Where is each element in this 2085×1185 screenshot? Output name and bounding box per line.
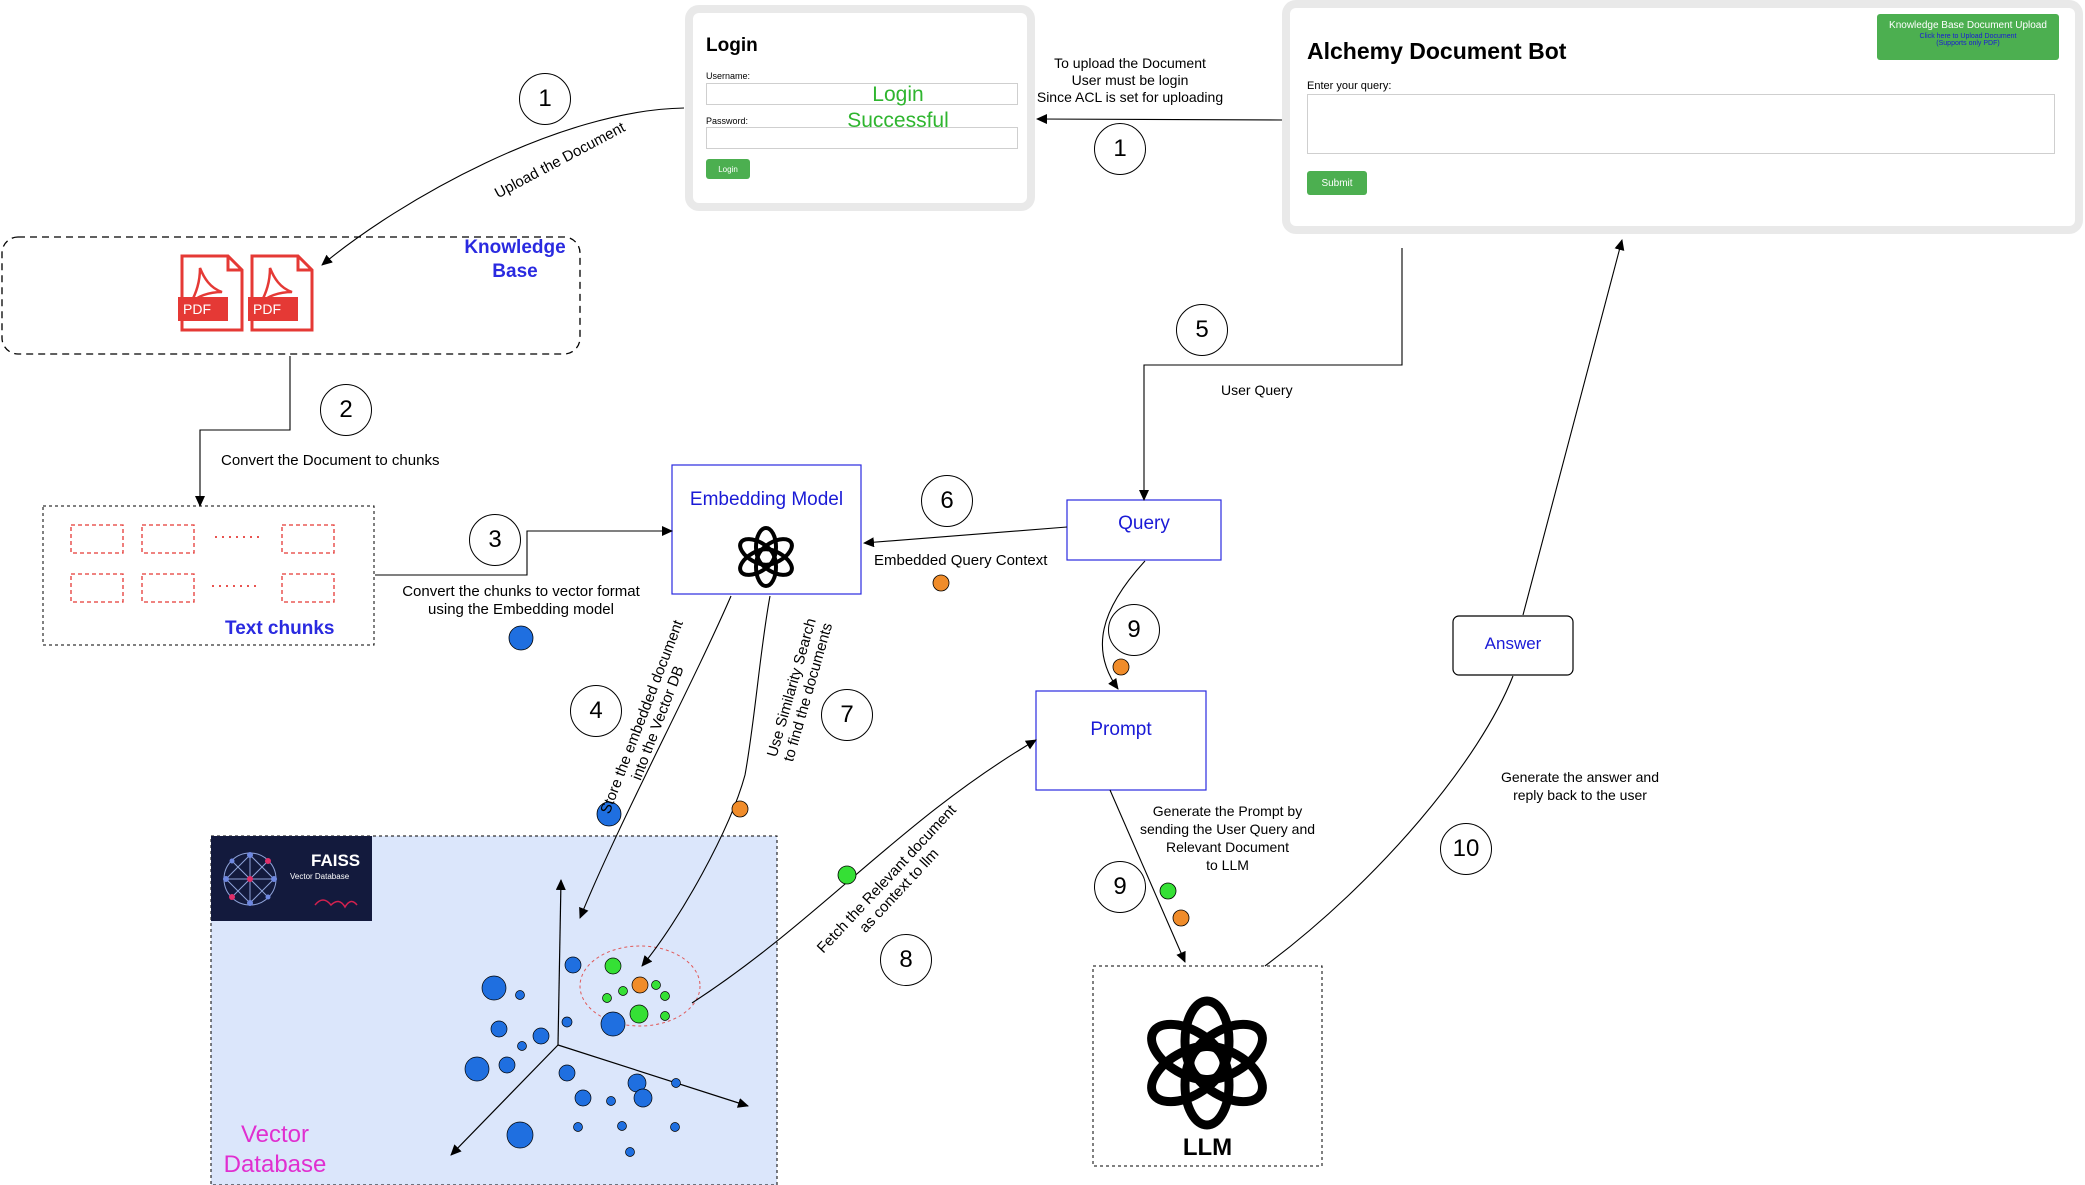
password-label: Password: <box>706 116 749 126</box>
edge-query-to-embedding <box>863 526 1068 548</box>
edge-login-to-kb <box>321 107 685 266</box>
embedded-query-label: Embedded Query Context <box>874 552 1048 569</box>
query-label: Enter your query: <box>1307 80 1392 92</box>
edge-cluster-to-prompt <box>691 739 1037 1004</box>
text-chunks-label: Text chunks <box>225 618 335 639</box>
prompt-gen-label: Generate the Prompt by sending the User … <box>1139 803 1316 873</box>
edge-kb-to-chunks <box>195 356 291 507</box>
answer-gen-label: Generate the answer and reply back to th… <box>1501 769 1659 803</box>
chunk-dots-row1: ······· <box>213 526 262 546</box>
upload-acl-note: To upload the Document User must be logi… <box>1036 55 1224 105</box>
edge-chunks-to-embedding <box>375 526 673 576</box>
answer-label[interactable]: Answer <box>1484 634 1542 653</box>
upload-title: Knowledge Base Document Upload <box>1889 20 2047 31</box>
step-2: 2 <box>320 384 372 436</box>
dot-blue-store <box>596 801 622 827</box>
step-9-prompt: 9 <box>1094 861 1146 913</box>
username-label: Username: <box>706 71 751 81</box>
pdf-icon-1 <box>178 254 244 332</box>
query-box <box>1066 499 1222 561</box>
query-label-box: Query <box>1118 513 1170 534</box>
edge-llm-to-answer <box>1264 675 1514 967</box>
vector-axes <box>450 879 749 1156</box>
step-7: 7 <box>821 689 873 741</box>
dot-blue-chunks <box>508 625 534 651</box>
step-1-upload: 1 <box>519 73 571 125</box>
llm-openai-icon <box>1147 996 1267 1130</box>
login-status-line2: Successful <box>847 109 949 132</box>
upload-box[interactable]: Knowledge Base Document Upload Click her… <box>1877 14 2059 60</box>
dot-orange-query <box>932 574 950 592</box>
step-10: 10 <box>1440 823 1492 875</box>
prompt-box <box>1035 690 1207 791</box>
vector-points <box>464 956 681 1157</box>
answer-box <box>1452 615 1574 676</box>
edge-bot-to-query <box>1139 248 1403 501</box>
step-8: 8 <box>880 934 932 986</box>
step-9-query: 9 <box>1108 604 1160 656</box>
chunk-rects <box>70 524 335 603</box>
login-title: Login <box>706 35 758 56</box>
upload-note: (Supports only PDF) <box>1936 40 2000 47</box>
dot-orange-query-prompt <box>1112 658 1130 676</box>
submit-button[interactable]: Submit <box>1307 171 1367 195</box>
pdf-icon-2 <box>248 254 314 332</box>
dot-green-fetch <box>837 865 857 885</box>
bot-panel: Alchemy Document Bot Enter your query: S… <box>1290 8 2075 226</box>
text-chunks-box <box>42 505 375 646</box>
edge-embedding-to-vector <box>579 595 732 919</box>
knowledge-base-label: Knowledge Base <box>464 237 566 282</box>
step-1-login: 1 <box>1094 123 1146 175</box>
dot-green-prompt <box>1159 882 1177 900</box>
upload-link[interactable]: Click here to Upload Document <box>1919 33 2017 40</box>
vector-db-label: Vector Database <box>223 1121 327 1178</box>
user-query-label: User Query <box>1221 382 1293 398</box>
dot-orange-similarity <box>731 800 749 818</box>
edge-similarity-search <box>641 595 771 967</box>
pdf-label-2: PDF <box>253 301 281 317</box>
llm-label: LLM <box>1182 1134 1233 1161</box>
pdf-label-1: PDF <box>183 301 211 317</box>
username-input[interactable] <box>706 83 1018 105</box>
step-6: 6 <box>921 475 973 527</box>
convert-chunks-label: Convert the Document to chunks <box>221 452 440 469</box>
step-3: 3 <box>469 514 521 566</box>
faiss-title: FAISS <box>311 851 361 870</box>
chunk-dots-row2: ······· <box>210 575 259 595</box>
llm-box <box>1092 965 1323 1167</box>
similarity-cluster <box>579 945 701 1027</box>
dot-orange-prompt <box>1172 909 1190 927</box>
edge-query-to-prompt <box>1101 560 1146 690</box>
query-textarea[interactable] <box>1307 94 2055 154</box>
embedding-openai-icon <box>738 526 794 588</box>
login-button[interactable]: Login <box>706 159 750 179</box>
password-input[interactable] <box>706 127 1018 149</box>
faiss-subtitle: Vector Database <box>290 872 350 881</box>
step-5: 5 <box>1176 304 1228 356</box>
login-panel: Login Username: Password: Login Successf… <box>693 13 1027 203</box>
login-status-line1: Login <box>872 83 924 106</box>
edge-bot-to-login <box>1036 114 1284 125</box>
bot-title: Alchemy Document Bot <box>1307 38 1567 64</box>
to-vector-label: Convert the chunks to vector format usin… <box>402 583 640 618</box>
prompt-label: Prompt <box>1090 719 1152 740</box>
knowledge-base-box <box>1 236 581 355</box>
embedding-model-label: Embedding Model <box>689 489 844 510</box>
edge-answer-to-bot <box>1522 239 1625 616</box>
edge-prompt-to-llm <box>1109 789 1186 963</box>
step-4: 4 <box>570 685 622 737</box>
